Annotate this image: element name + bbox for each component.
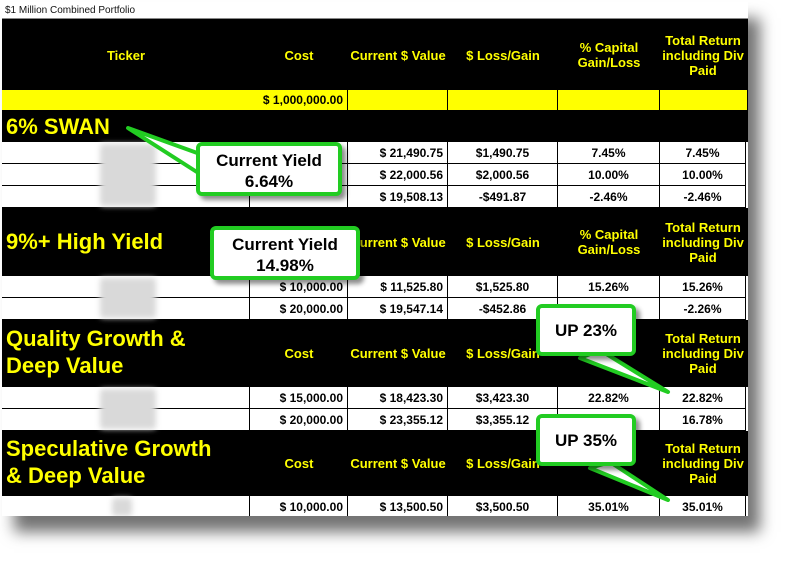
blurred-ticker-image bbox=[112, 498, 132, 516]
header-current-value: Current $ Value bbox=[350, 234, 446, 250]
callout-text: UP 35% bbox=[554, 430, 618, 450]
table-row: $ 22,000.56 $2,000.56 10.00% 10.00% bbox=[2, 164, 748, 186]
blurred-ticker-image bbox=[100, 278, 156, 318]
current-cell: $ 21,490.75 bbox=[348, 142, 448, 164]
ticker-cell bbox=[2, 409, 250, 431]
callout-current-yield-swan: Current Yield 6.64% bbox=[196, 142, 342, 196]
pct-cell: 35.01% bbox=[558, 496, 660, 516]
pct-cell: -2.46% bbox=[558, 186, 660, 208]
cost-cell: $ 20,000.00 bbox=[250, 298, 348, 320]
ticker-cell bbox=[2, 496, 250, 516]
header-loss-gain: $ Loss/Gain bbox=[466, 455, 540, 471]
header-loss-gain: $ Loss/Gain bbox=[466, 345, 540, 361]
callout-up-23: UP 23% bbox=[536, 304, 636, 356]
total-cell: 7.45% bbox=[660, 142, 746, 164]
total-cell: 15.26% bbox=[660, 276, 746, 298]
sheet-title: $1 Million Combined Portfolio bbox=[2, 2, 748, 19]
callout-label: Current Yield bbox=[232, 235, 338, 254]
header-pct-capital: % Capital Gain/Loss bbox=[577, 227, 641, 257]
total-row: $ 1,000,000.00 bbox=[2, 90, 748, 110]
header-current-value: Current $ Value bbox=[350, 345, 446, 361]
current-cell: $ 19,508.13 bbox=[348, 186, 448, 208]
header-current-value: Current $ Value bbox=[350, 47, 446, 63]
section-header-row: Cost Current $ Value $ Loss/Gain Total R… bbox=[2, 320, 748, 386]
pct-cell: 22.82% bbox=[558, 387, 660, 409]
header-ticker: Ticker bbox=[106, 47, 146, 63]
table-row: $ 10,000.00 $ 13,500.50 $3,500.50 35.01%… bbox=[2, 496, 748, 516]
blurred-ticker-image bbox=[100, 144, 156, 206]
callout-label: Current Yield bbox=[216, 151, 322, 170]
section-header-row: Current $ Value $ Loss/Gain % Capital Ga… bbox=[2, 210, 748, 274]
ticker-cell bbox=[2, 298, 250, 320]
cost-cell: $ 10,000.00 bbox=[250, 496, 348, 516]
pointer-up1 bbox=[578, 348, 670, 394]
total-cost-cell: $ 1,000,000.00 bbox=[2, 90, 348, 110]
section-title-line: & Deep Value bbox=[6, 463, 146, 488]
section-header-row: Cost Current $ Value $ Loss/Gain Total R… bbox=[2, 431, 748, 495]
callout-current-yield-high-yield: Current Yield 14.98% bbox=[210, 226, 360, 280]
header-total-return: Total Return including Div Paid bbox=[662, 440, 744, 486]
callout-text: UP 23% bbox=[554, 320, 618, 340]
total-empty-cell bbox=[448, 90, 558, 110]
section-quality-growth-title: Quality Growth & Deep Value bbox=[6, 325, 186, 379]
cost-cell bbox=[250, 186, 348, 208]
table-row: $ 19,508.13 -$491.87 -2.46% -2.46% bbox=[2, 186, 748, 208]
header-total-return: Total Return including Div Paid bbox=[662, 219, 744, 265]
current-cell: $ 19,547.14 bbox=[348, 298, 448, 320]
section-title-line: Deep Value bbox=[6, 353, 124, 378]
ticker-cell bbox=[2, 186, 250, 208]
cost-cell: $ 20,000.00 bbox=[250, 409, 348, 431]
header-row: Ticker Cost Current $ Value $ Loss/Gain … bbox=[2, 20, 748, 90]
gain-cell: $3,500.50 bbox=[448, 496, 558, 516]
gain-cell: $2,000.56 bbox=[448, 164, 558, 186]
pct-cell: 7.45% bbox=[558, 142, 660, 164]
callout-value: 6.64% bbox=[244, 172, 294, 191]
gain-cell: $1,525.80 bbox=[448, 276, 558, 298]
header-loss-gain: $ Loss/Gain bbox=[466, 47, 540, 63]
current-cell: $ 11,525.80 bbox=[348, 276, 448, 298]
total-cell: -2.46% bbox=[660, 186, 746, 208]
gain-cell: $1,490.75 bbox=[448, 142, 558, 164]
header-total-return: Total Return including Div Paid bbox=[662, 32, 744, 78]
total-cell: 10.00% bbox=[660, 164, 746, 186]
header-loss-gain: $ Loss/Gain bbox=[466, 234, 540, 250]
total-cell: 35.01% bbox=[660, 496, 746, 516]
total-empty-cell bbox=[660, 90, 748, 110]
section-title-line: Speculative Growth bbox=[6, 436, 212, 461]
section-high-yield-title: 9%+ High Yield bbox=[6, 229, 164, 254]
current-cell: $ 18,423.30 bbox=[348, 387, 448, 409]
gain-cell: -$491.87 bbox=[448, 186, 558, 208]
gain-cell: $3,423.30 bbox=[448, 387, 558, 409]
current-cell: $ 23,355.12 bbox=[348, 409, 448, 431]
callout-up-35: UP 35% bbox=[536, 414, 636, 466]
cost-cell: $ 15,000.00 bbox=[250, 387, 348, 409]
header-cost: Cost bbox=[284, 455, 314, 471]
section-speculative-growth-title: Speculative Growth & Deep Value bbox=[6, 435, 211, 489]
total-empty-cell bbox=[558, 90, 660, 110]
section-title-line: Quality Growth & bbox=[6, 326, 186, 351]
table-row: $ 10,000.00 $ 11,525.80 $1,525.80 15.26%… bbox=[2, 276, 748, 298]
pct-cell: 15.26% bbox=[558, 276, 660, 298]
total-cell: 22.82% bbox=[660, 387, 746, 409]
pointer-yield1 bbox=[126, 126, 202, 176]
table-row: $ 15,000.00 $ 18,423.30 $3,423.30 22.82%… bbox=[2, 387, 748, 409]
total-cell: -2.26% bbox=[660, 298, 746, 320]
header-current-value: Current $ Value bbox=[350, 455, 446, 471]
total-cell: 16.78% bbox=[660, 409, 746, 431]
callout-value: 14.98% bbox=[256, 256, 314, 275]
section-swan-title: 6% SWAN bbox=[6, 114, 110, 139]
pct-cell: 10.00% bbox=[558, 164, 660, 186]
header-total-return: Total Return including Div Paid bbox=[662, 330, 744, 376]
current-cell: $ 13,500.50 bbox=[348, 496, 448, 516]
cost-cell: $ 10,000.00 bbox=[250, 276, 348, 298]
header-cost: Cost bbox=[284, 345, 314, 361]
header-cost: Cost bbox=[284, 47, 314, 63]
current-cell: $ 22,000.56 bbox=[348, 164, 448, 186]
blurred-ticker-image bbox=[100, 389, 156, 429]
pointer-up2 bbox=[588, 460, 670, 502]
header-pct-capital: % Capital Gain/Loss bbox=[577, 40, 641, 70]
total-empty-cell bbox=[348, 90, 448, 110]
